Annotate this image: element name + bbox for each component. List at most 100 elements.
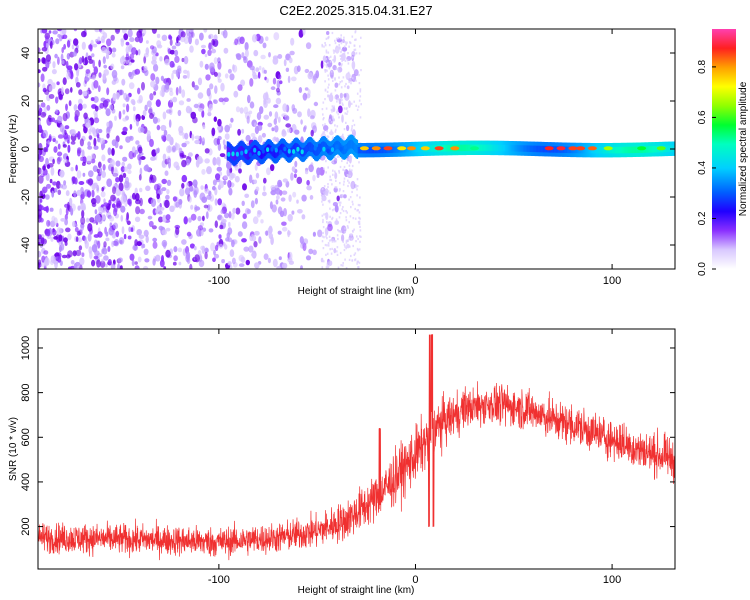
noise-cell xyxy=(201,137,205,146)
noise-cell xyxy=(329,69,334,78)
signal-cell xyxy=(322,146,326,152)
noise-cell xyxy=(68,266,72,269)
noise-cell xyxy=(325,37,328,40)
noise-cell xyxy=(91,259,96,267)
noise-cell xyxy=(160,124,167,132)
noise-cell xyxy=(291,210,295,215)
noise-cell xyxy=(334,124,336,127)
noise-cell xyxy=(166,155,171,163)
noise-cell xyxy=(232,64,238,73)
signal-cell xyxy=(611,146,613,154)
signal-cell xyxy=(612,146,615,154)
noise-cell xyxy=(181,159,187,168)
signal-cell xyxy=(321,142,323,151)
noise-cell xyxy=(322,196,325,199)
noise-cell xyxy=(327,51,330,54)
noise-cell xyxy=(336,246,339,249)
noise-cell xyxy=(126,103,130,113)
noise-cell xyxy=(98,167,103,175)
noise-cell xyxy=(176,36,179,44)
noise-cell xyxy=(163,129,168,136)
signal-peak xyxy=(397,146,407,151)
signal-cell xyxy=(290,147,292,157)
noise-cell xyxy=(164,199,170,209)
noise-cell xyxy=(327,190,330,193)
signal-cell xyxy=(319,143,322,153)
noise-cell xyxy=(244,193,250,198)
noise-cell xyxy=(96,168,100,173)
signal-cell xyxy=(494,144,497,152)
noise-cell xyxy=(132,106,136,112)
noise-cell xyxy=(260,219,264,224)
noise-cell xyxy=(123,234,127,240)
noise-cell xyxy=(200,245,206,251)
noise-cell xyxy=(149,138,154,148)
noise-cell xyxy=(87,178,94,186)
noise-cell xyxy=(265,36,269,41)
signal-cell xyxy=(339,146,343,152)
noise-cell xyxy=(355,104,357,107)
noise-cell xyxy=(57,56,60,65)
noise-cell xyxy=(327,223,333,232)
noise-cell xyxy=(341,159,343,163)
noise-cell xyxy=(307,89,311,96)
signal-cell xyxy=(649,146,651,153)
noise-cell xyxy=(183,56,189,65)
y-tick-label: -40 xyxy=(20,237,32,253)
noise-cell xyxy=(152,116,158,124)
noise-cell xyxy=(143,66,148,71)
noise-cell xyxy=(114,115,117,121)
noise-cell xyxy=(327,200,330,203)
noise-cell xyxy=(345,107,348,110)
noise-cell xyxy=(151,225,157,230)
noise-cell xyxy=(121,29,127,34)
noise-cell xyxy=(344,227,346,230)
noise-cell xyxy=(283,59,287,67)
noise-cell xyxy=(105,237,110,242)
noise-cell xyxy=(337,68,339,71)
noise-cell xyxy=(342,264,344,267)
noise-cell xyxy=(88,128,92,135)
noise-cell xyxy=(356,209,358,212)
noise-cell xyxy=(216,166,222,172)
noise-cell xyxy=(282,178,288,183)
noise-cell xyxy=(339,182,341,185)
noise-cell xyxy=(173,246,178,253)
signal-cell xyxy=(634,146,637,153)
noise-cell xyxy=(60,218,66,222)
noise-cell xyxy=(316,173,320,178)
noise-cell xyxy=(82,103,87,109)
noise-cell xyxy=(168,34,172,39)
noise-cell xyxy=(340,51,342,54)
noise-cell xyxy=(349,245,351,248)
noise-cell xyxy=(189,185,194,192)
noise-cell xyxy=(172,261,177,266)
noise-cell xyxy=(282,226,288,232)
noise-cell xyxy=(330,93,332,96)
signal-cell xyxy=(518,145,520,152)
noise-cell xyxy=(73,105,78,110)
noise-cell xyxy=(77,205,81,211)
noise-cell xyxy=(325,235,327,238)
noise-cell xyxy=(194,135,201,140)
noise-cell xyxy=(265,91,269,100)
noise-cell xyxy=(350,238,353,241)
noise-cell xyxy=(254,230,260,236)
noise-cell xyxy=(262,42,267,49)
signal-cell xyxy=(309,142,311,151)
noise-cell xyxy=(158,216,164,223)
noise-cell xyxy=(157,205,161,212)
signal-cell xyxy=(378,146,381,154)
noise-cell xyxy=(141,81,145,91)
noise-cell xyxy=(127,169,132,175)
noise-cell xyxy=(223,175,228,180)
noise-cell xyxy=(261,132,266,138)
noise-cell xyxy=(238,159,242,168)
noise-cell xyxy=(172,96,178,103)
noise-cell xyxy=(103,202,109,207)
noise-cell xyxy=(175,86,179,96)
noise-cell xyxy=(336,250,338,253)
noise-cell xyxy=(336,234,339,237)
signal-cell xyxy=(430,145,433,152)
noise-cell xyxy=(345,216,347,219)
